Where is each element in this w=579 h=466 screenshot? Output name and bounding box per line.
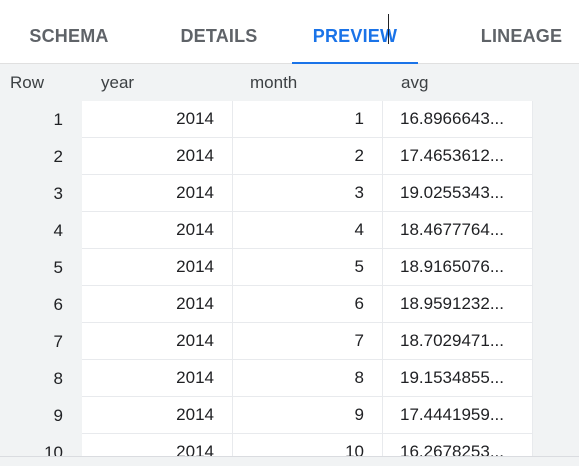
table-row[interactable]: 4 2014 4 18.4677764... xyxy=(0,212,579,249)
tab-schema-label: SCHEMA xyxy=(29,25,109,46)
avg-cell[interactable]: 18.9591232... xyxy=(383,286,533,323)
avg-cell[interactable]: 18.7029471... xyxy=(383,323,533,360)
table-row[interactable]: 3 2014 3 19.0255343... xyxy=(0,175,579,212)
month-cell[interactable]: 6 xyxy=(233,286,383,323)
preview-table: Row year month avg 1 2014 1 16.8966643... 2 2… xyxy=(0,64,579,466)
month-cell[interactable]: 9 xyxy=(233,397,383,434)
table-row[interactable]: 2 2014 2 17.4653612... xyxy=(0,138,579,175)
month-cell[interactable]: 4 xyxy=(233,212,383,249)
avg-cell[interactable]: 17.4441959... xyxy=(383,397,533,434)
table-row[interactable]: 1 2014 1 16.8966643... xyxy=(0,101,579,138)
avg-cell[interactable]: 16.8966643... xyxy=(383,101,533,138)
year-cell[interactable]: 2014 xyxy=(82,212,233,249)
row-number-cell[interactable]: 2 xyxy=(0,138,82,175)
month-cell[interactable]: 5 xyxy=(233,249,383,286)
year-cell[interactable]: 2014 xyxy=(82,360,233,397)
month-cell[interactable]: 7 xyxy=(233,323,383,360)
table-header: Row year month avg xyxy=(0,64,579,101)
tab-lineage-label: LINEAGE xyxy=(480,25,563,46)
row-number-cell[interactable]: 8 xyxy=(0,360,82,397)
year-cell[interactable]: 2014 xyxy=(82,397,233,434)
table-empty-area xyxy=(533,212,579,249)
tab-details[interactable]: DETAILS xyxy=(148,8,290,64)
tab-bar: SCHEMA DETAILS PREVIEW LINEAGE xyxy=(0,8,579,65)
table-empty-area xyxy=(533,138,579,175)
row-number-cell[interactable]: 9 xyxy=(0,397,82,434)
table-empty-area xyxy=(533,101,579,138)
row-number-cell[interactable]: 4 xyxy=(0,212,82,249)
table-row[interactable]: 7 2014 7 18.7029471... xyxy=(0,323,579,360)
tab-details-label: DETAILS xyxy=(180,25,258,46)
month-cell[interactable]: 3 xyxy=(233,175,383,212)
table-row[interactable]: 9 2014 9 17.4441959... xyxy=(0,397,579,434)
avg-cell[interactable]: 19.1534855... xyxy=(383,360,533,397)
column-header-month[interactable]: month xyxy=(250,72,298,92)
column-header-avg[interactable]: avg xyxy=(401,72,429,92)
table-row[interactable]: 5 2014 5 18.9165076... xyxy=(0,249,579,286)
table-row[interactable]: 6 2014 6 18.9591232... xyxy=(0,286,579,323)
row-number-cell[interactable]: 5 xyxy=(0,249,82,286)
table-empty-area xyxy=(533,175,579,212)
avg-cell[interactable]: 18.4677764... xyxy=(383,212,533,249)
month-cell[interactable]: 1 xyxy=(233,101,383,138)
top-strip xyxy=(0,0,579,8)
row-number-cell[interactable]: 6 xyxy=(0,286,82,323)
year-cell[interactable]: 2014 xyxy=(82,323,233,360)
table-empty-area xyxy=(533,323,579,360)
year-cell[interactable]: 2014 xyxy=(82,175,233,212)
table-empty-area xyxy=(533,286,579,323)
tab-preview[interactable]: PREVIEW xyxy=(292,8,418,65)
avg-cell[interactable]: 19.0255343... xyxy=(383,175,533,212)
avg-cell[interactable]: 18.9165076... xyxy=(383,249,533,286)
table-empty-area xyxy=(533,360,579,397)
month-cell[interactable]: 2 xyxy=(233,138,383,175)
tab-preview-label: PREVIEW xyxy=(312,25,398,46)
text-cursor xyxy=(388,14,389,44)
month-cell[interactable]: 8 xyxy=(233,360,383,397)
year-cell[interactable]: 2014 xyxy=(82,101,233,138)
horizontal-scrollbar[interactable] xyxy=(0,456,579,466)
row-number-cell[interactable]: 7 xyxy=(0,323,82,360)
row-number-cell[interactable]: 3 xyxy=(0,175,82,212)
table-empty-area xyxy=(533,397,579,434)
year-cell[interactable]: 2014 xyxy=(82,286,233,323)
table-empty-area xyxy=(533,249,579,286)
tab-schema[interactable]: SCHEMA xyxy=(0,8,138,64)
active-tab-indicator xyxy=(292,62,418,65)
row-number-cell[interactable]: 1 xyxy=(0,101,82,138)
column-header-year[interactable]: year xyxy=(101,72,135,92)
tab-lineage[interactable]: LINEAGE xyxy=(464,8,579,64)
avg-cell[interactable]: 17.4653612... xyxy=(383,138,533,175)
table-row[interactable]: 8 2014 8 19.1534855... xyxy=(0,360,579,397)
year-cell[interactable]: 2014 xyxy=(82,138,233,175)
column-header-row[interactable]: Row xyxy=(10,72,45,92)
year-cell[interactable]: 2014 xyxy=(82,249,233,286)
